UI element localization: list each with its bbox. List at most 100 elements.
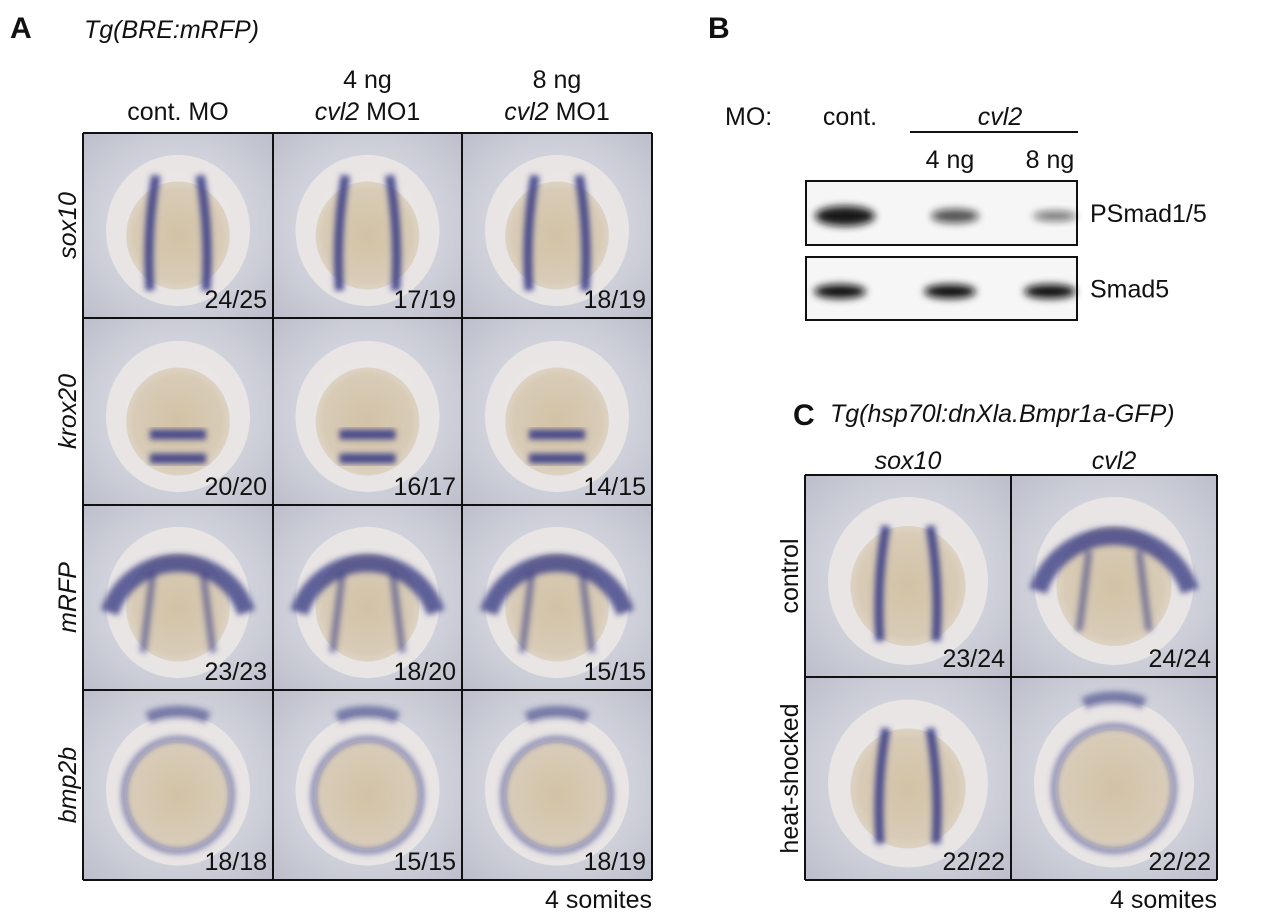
- embryo-yolk: [126, 367, 230, 476]
- stain-mark: [139, 572, 157, 653]
- embryo-yolk: [850, 526, 966, 646]
- stain-mark: [1081, 691, 1147, 709]
- stain-mark: [333, 174, 350, 291]
- stain-mark: [385, 174, 402, 291]
- stain-mark: [1075, 550, 1093, 632]
- stain-mark: [145, 705, 211, 724]
- band: [1033, 211, 1077, 221]
- dose-label: 8 ng: [1026, 146, 1075, 174]
- gene-label: cvl2: [978, 103, 1023, 131]
- row-label: sox10: [54, 192, 82, 259]
- stain-mark: [144, 174, 161, 291]
- column-gene: cvl2: [315, 98, 360, 126]
- row-label: heat-shocked: [776, 703, 804, 853]
- stain: [121, 705, 235, 855]
- stain-mark: [334, 705, 401, 724]
- row-label: control: [776, 538, 804, 613]
- embryo-yolk: [505, 741, 609, 849]
- stain: [529, 429, 585, 464]
- stain-mark: [389, 572, 406, 653]
- row-label: krox20: [54, 374, 82, 449]
- stain: [150, 429, 206, 464]
- count: 15/15: [393, 848, 456, 876]
- stain-mark: [199, 572, 217, 653]
- count: 22/22: [942, 848, 1005, 876]
- embryo-yolk: [315, 741, 420, 849]
- control-label: cont.: [823, 103, 877, 131]
- stain-mark: [874, 525, 891, 642]
- count: 20/20: [204, 473, 267, 501]
- stain-mark: [1029, 527, 1199, 595]
- count: 24/24: [1148, 645, 1211, 673]
- count: 23/23: [204, 658, 267, 686]
- stain-mark: [500, 735, 614, 855]
- count: 18/18: [204, 848, 267, 876]
- stage-label: 4 somites: [545, 886, 652, 914]
- column-header: cvl2: [1092, 447, 1137, 475]
- stain-mark: [480, 553, 634, 616]
- embryo-yolk: [126, 181, 230, 290]
- stain-mark: [195, 174, 212, 291]
- stain: [500, 705, 614, 855]
- column-dose: 8 ng: [533, 66, 582, 94]
- stain-mark: [1051, 723, 1177, 854]
- count: 23/24: [942, 645, 1005, 673]
- panel-title: Tg(BRE:mRFP): [84, 16, 259, 44]
- stain: [1029, 527, 1199, 632]
- stain: [874, 525, 942, 642]
- stain: [339, 429, 396, 464]
- blot-label: Smad5: [1090, 276, 1169, 304]
- column-header: sox10: [875, 447, 942, 475]
- count: 17/19: [393, 286, 456, 314]
- blot-label: PSmad1/5: [1090, 200, 1207, 228]
- panel-label: C: [793, 399, 815, 432]
- stain-mark: [578, 572, 596, 653]
- stage-label: 4 somites: [1110, 886, 1217, 914]
- stain: [290, 553, 445, 653]
- stain-mark: [874, 727, 891, 844]
- panel-title: Tg(hsp70l:dnXla.Bmpr1a-GFP): [830, 400, 1175, 428]
- panel-label: B: [708, 12, 730, 45]
- count: 14/15: [583, 473, 646, 501]
- band: [815, 206, 875, 226]
- count: 18/20: [393, 658, 456, 686]
- column-header: cvl2 MO1: [504, 98, 610, 126]
- stain: [874, 727, 942, 844]
- band: [1024, 284, 1076, 299]
- stain: [1051, 691, 1177, 854]
- count: 24/25: [204, 286, 267, 314]
- embryo-yolk: [505, 181, 609, 290]
- row-label: bmp2b: [54, 747, 82, 824]
- embryo-yolk: [126, 741, 230, 849]
- embryo-yolk: [850, 728, 966, 849]
- stain-mark: [524, 705, 590, 724]
- stain-mark: [101, 553, 255, 616]
- embryo-yolk: [1056, 728, 1172, 849]
- dose-label: 4 ng: [926, 146, 975, 174]
- count: 16/17: [393, 473, 456, 501]
- column-suffix: MO1: [366, 98, 420, 126]
- stain-mark: [574, 174, 591, 291]
- stain: [310, 705, 425, 855]
- stain-mark: [523, 174, 540, 291]
- stain: [523, 174, 591, 291]
- stain-mark: [518, 572, 536, 653]
- stain-mark: [1135, 550, 1153, 632]
- column-space: [359, 98, 366, 126]
- stain: [144, 174, 212, 291]
- count: 18/19: [583, 848, 646, 876]
- band: [814, 284, 866, 299]
- column-space: [549, 98, 556, 126]
- count: 15/15: [583, 658, 646, 686]
- column-header: cvl2 MO1: [315, 98, 421, 126]
- stain-mark: [925, 727, 942, 844]
- stain-mark: [329, 572, 346, 653]
- column-gene: cvl2: [504, 98, 549, 126]
- stain-mark: [925, 525, 942, 642]
- panel-label: A: [10, 12, 32, 45]
- band: [924, 284, 976, 299]
- column-header: cont. MO: [127, 98, 228, 126]
- count: 22/22: [1148, 848, 1211, 876]
- stain: [333, 174, 402, 291]
